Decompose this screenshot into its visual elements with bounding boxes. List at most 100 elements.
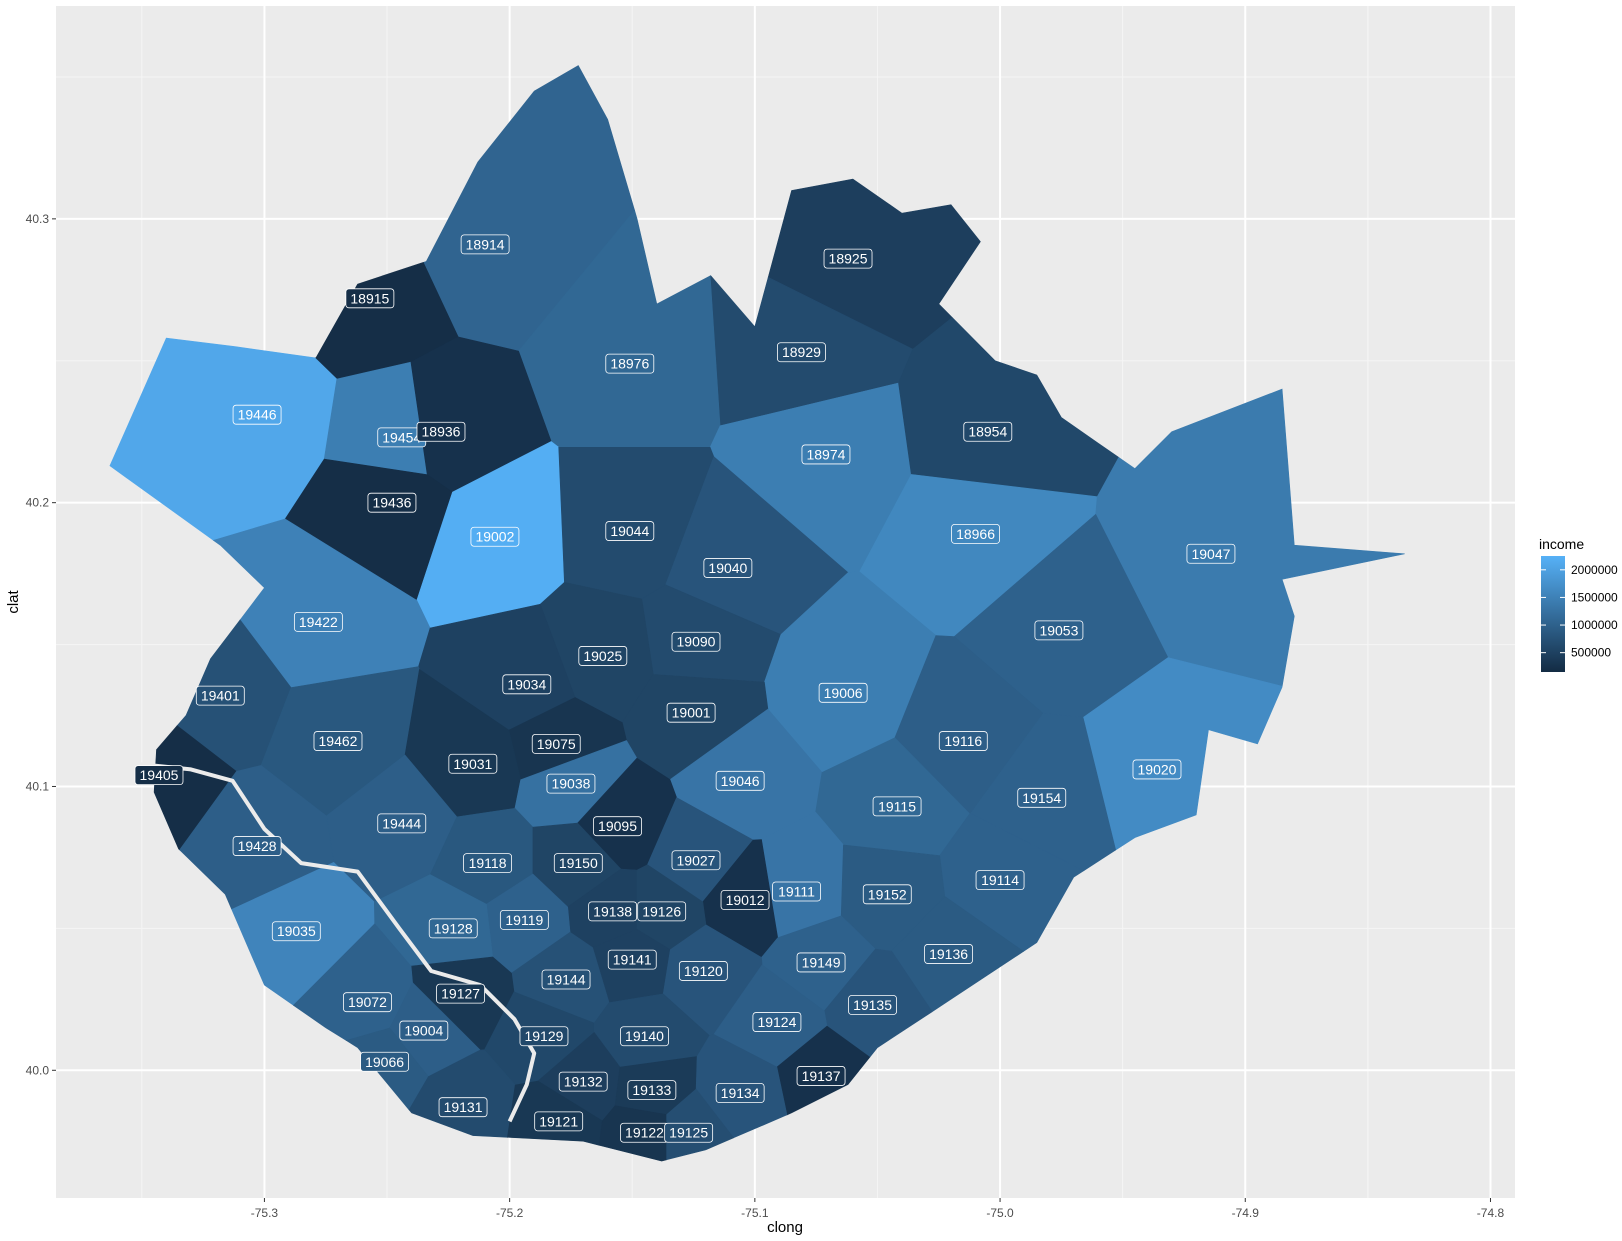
zip-label-19053: 19053 bbox=[1034, 620, 1084, 641]
zip-label-19132: 19132 bbox=[558, 1071, 608, 1092]
zip-label-box bbox=[377, 813, 427, 834]
zip-label-box bbox=[367, 492, 417, 513]
zip-label-19038: 19038 bbox=[546, 773, 596, 794]
zip-label-19047: 19047 bbox=[1186, 543, 1236, 564]
zip-label-text: 19135 bbox=[853, 997, 892, 1013]
zip-label-box bbox=[671, 850, 721, 871]
zip-label-19025: 19025 bbox=[578, 646, 628, 666]
zip-label-19120: 19120 bbox=[678, 961, 728, 981]
zip-label-box bbox=[862, 884, 912, 905]
zip-label-19154: 19154 bbox=[1017, 787, 1067, 808]
zip-label-text: 19044 bbox=[610, 523, 649, 539]
zip-label-text: 19150 bbox=[559, 855, 598, 871]
zip-label-text: 19136 bbox=[929, 946, 968, 962]
region-19131 bbox=[408, 1049, 516, 1138]
zip-label-text: 19025 bbox=[583, 648, 622, 664]
zip-label-text: 19462 bbox=[319, 733, 358, 749]
zip-label-text: 19138 bbox=[593, 903, 632, 919]
zip-label-box bbox=[703, 558, 753, 578]
zip-label-19046: 19046 bbox=[715, 770, 765, 791]
zip-label-box bbox=[534, 1111, 584, 1132]
zip-label-box bbox=[519, 1026, 569, 1047]
zip-label-19006: 19006 bbox=[818, 682, 868, 703]
zip-label-text: 19038 bbox=[551, 776, 590, 792]
zip-label-text: 19144 bbox=[547, 971, 586, 987]
zip-label-18976: 18976 bbox=[605, 353, 655, 374]
zip-labels: 18914 18915 18925 18929 18976 19446 19454 18936… bbox=[134, 234, 1236, 1143]
zip-label-box bbox=[823, 248, 873, 269]
zip-label-text: 19053 bbox=[1039, 622, 1078, 638]
zip-label-box bbox=[715, 770, 765, 791]
zip-label-19119: 19119 bbox=[499, 909, 549, 930]
zip-label-box bbox=[360, 1051, 409, 1072]
zip-label-text: 19140 bbox=[625, 1028, 664, 1044]
x-tick-label: -75.2 bbox=[496, 1206, 524, 1220]
zip-label-box bbox=[293, 611, 343, 632]
zip-label-19072: 19072 bbox=[343, 992, 392, 1013]
zip-label-box bbox=[605, 353, 655, 374]
zip-label-19454: 19454 bbox=[377, 427, 427, 448]
zip-label-19111: 19111 bbox=[772, 881, 821, 902]
zip-label-19422: 19422 bbox=[293, 611, 343, 632]
legend-break-label: 1000000 bbox=[1571, 618, 1618, 632]
zip-label-19462: 19462 bbox=[313, 731, 363, 751]
zip-label-19020: 19020 bbox=[1132, 759, 1182, 780]
zip-label-box bbox=[1186, 543, 1236, 564]
zip-label-text: 19031 bbox=[453, 756, 492, 772]
zip-label-text: 19004 bbox=[404, 1023, 443, 1039]
zip-label-box bbox=[607, 949, 657, 970]
legend-break-label: 2000000 bbox=[1571, 563, 1618, 577]
zip-label-box bbox=[627, 1080, 677, 1101]
zip-label-box bbox=[399, 1020, 449, 1041]
zip-label-box bbox=[436, 983, 485, 1004]
zip-label-text: 19401 bbox=[201, 688, 240, 704]
zip-label-box bbox=[438, 1097, 488, 1118]
zip-label-text: 19090 bbox=[677, 634, 716, 650]
zip-label-19131: 19131 bbox=[438, 1097, 488, 1118]
zip-label-box bbox=[558, 1071, 608, 1092]
zip-label-text: 19133 bbox=[632, 1082, 671, 1098]
zip-label-box bbox=[963, 421, 1013, 442]
zip-label-text: 19132 bbox=[564, 1074, 603, 1090]
legend-colorbar bbox=[1541, 556, 1565, 672]
zip-label-18914: 18914 bbox=[460, 234, 510, 255]
zip-label-19129: 19129 bbox=[519, 1026, 569, 1047]
zip-label-box bbox=[313, 731, 363, 751]
zip-label-19090: 19090 bbox=[671, 631, 721, 652]
zip-label-text: 19001 bbox=[672, 705, 711, 721]
zip-label-box bbox=[872, 796, 922, 817]
zip-label-text: 19119 bbox=[505, 912, 543, 928]
zip-label-box bbox=[541, 969, 591, 990]
y-axis: 40.0 40.1 40.2 40.3 bbox=[26, 212, 56, 1077]
zip-label-text: 18925 bbox=[829, 251, 868, 267]
zip-label-text: 19012 bbox=[726, 892, 765, 908]
zip-label-19118: 19118 bbox=[463, 853, 512, 874]
zip-label-19095: 19095 bbox=[593, 816, 642, 837]
zip-label-box bbox=[1132, 759, 1182, 780]
zip-label-box bbox=[499, 909, 549, 930]
zip-label-box bbox=[1017, 787, 1067, 808]
zip-label-19001: 19001 bbox=[666, 702, 716, 723]
zip-label-19125: 19125 bbox=[664, 1122, 714, 1143]
zip-label-box bbox=[975, 870, 1025, 891]
zip-label-box bbox=[470, 526, 520, 547]
zip-label-19004: 19004 bbox=[399, 1020, 449, 1041]
zip-label-box bbox=[796, 952, 846, 973]
zip-label-19002: 19002 bbox=[470, 526, 520, 547]
zip-label-19031: 19031 bbox=[448, 753, 498, 774]
zip-label-box bbox=[848, 995, 897, 1015]
zip-label-19138: 19138 bbox=[588, 901, 638, 922]
zip-label-text: 18929 bbox=[782, 344, 821, 360]
zip-label-text: 19066 bbox=[365, 1054, 404, 1070]
zip-label-text: 19141 bbox=[613, 952, 652, 968]
zip-label-box bbox=[752, 1012, 802, 1032]
zip-label-box bbox=[553, 853, 603, 874]
zip-label-box bbox=[448, 753, 498, 774]
zip-label-18915: 18915 bbox=[345, 288, 395, 309]
zip-label-text: 19446 bbox=[238, 407, 277, 423]
zip-label-box bbox=[232, 404, 282, 425]
zip-label-19035: 19035 bbox=[271, 921, 321, 942]
zip-label-19115: 19115 bbox=[872, 796, 922, 817]
zip-label-text: 19120 bbox=[684, 963, 723, 979]
zip-label-text: 19040 bbox=[708, 560, 747, 576]
